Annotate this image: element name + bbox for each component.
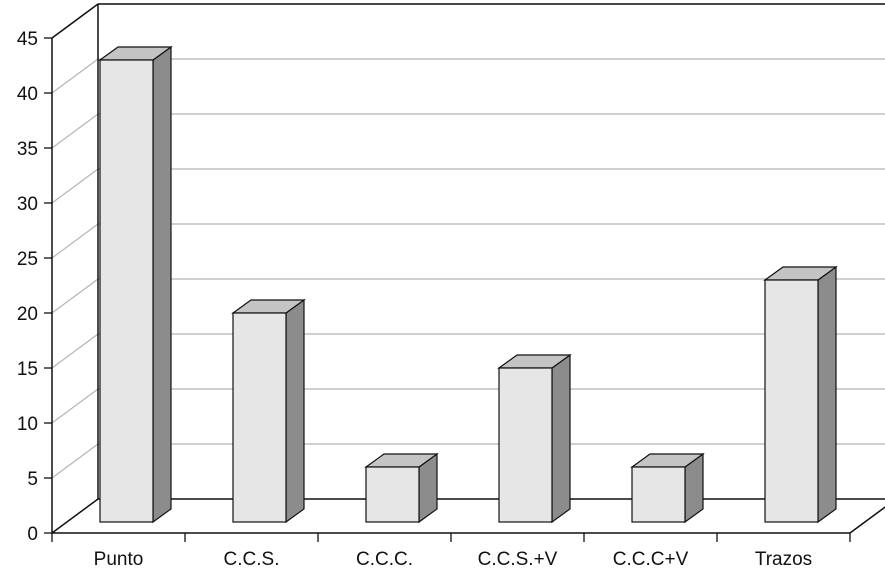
bar-side [152,45,172,524]
bar-front [631,466,686,523]
y-tick-label: 0 [27,524,38,545]
axis-line [51,498,99,534]
axes [51,3,885,534]
y-tick-label: 10 [17,414,38,435]
gridline-side [51,223,99,259]
x-category-label: C.C.S. [224,549,280,570]
y-tick-label: 35 [17,139,38,160]
gridline-side [51,278,99,314]
bar-side [817,265,837,524]
bar [630,452,705,524]
axis-line [849,506,885,534]
x-axis-labels: Punto C.C.S. C.C.C. C.C.S.+V C.C.C+V Trazos [51,533,851,570]
gridline-side [51,388,99,424]
bar-front [99,59,154,523]
y-tick-label: 25 [17,249,38,270]
gridline-side [51,443,99,479]
y-axis-ticks: 0 5 10 15 20 25 30 35 40 45 [17,29,52,545]
x-category-label: C.C.C. [356,549,413,570]
bar [364,452,439,524]
y-tick-label: 45 [17,29,38,50]
bar [231,298,306,524]
gridline-side [51,113,99,149]
gridline-side [51,168,99,204]
bar-front [232,312,287,523]
bar [497,353,572,524]
gridline-side [51,58,99,94]
bar-front [498,367,553,523]
y-tick-label: 20 [17,304,38,325]
y-tick-label: 5 [27,469,38,490]
y-tick-label: 40 [17,84,38,105]
gridlines [51,3,885,479]
bar-side [551,353,571,524]
y-tick-label: 15 [17,359,38,380]
x-category-label: Trazos [755,549,812,570]
bar-side [285,298,305,524]
x-category-label: C.C.S.+V [478,549,558,570]
gridline-side [51,333,99,369]
axis-line [51,3,99,39]
bar-front [365,466,420,523]
bar-front [764,279,819,523]
x-category-label: Punto [94,549,144,570]
y-tick-label: 30 [17,194,38,215]
x-category-label: C.C.C+V [613,549,689,570]
bars [98,45,838,524]
bar [763,265,838,524]
bar [98,45,173,524]
